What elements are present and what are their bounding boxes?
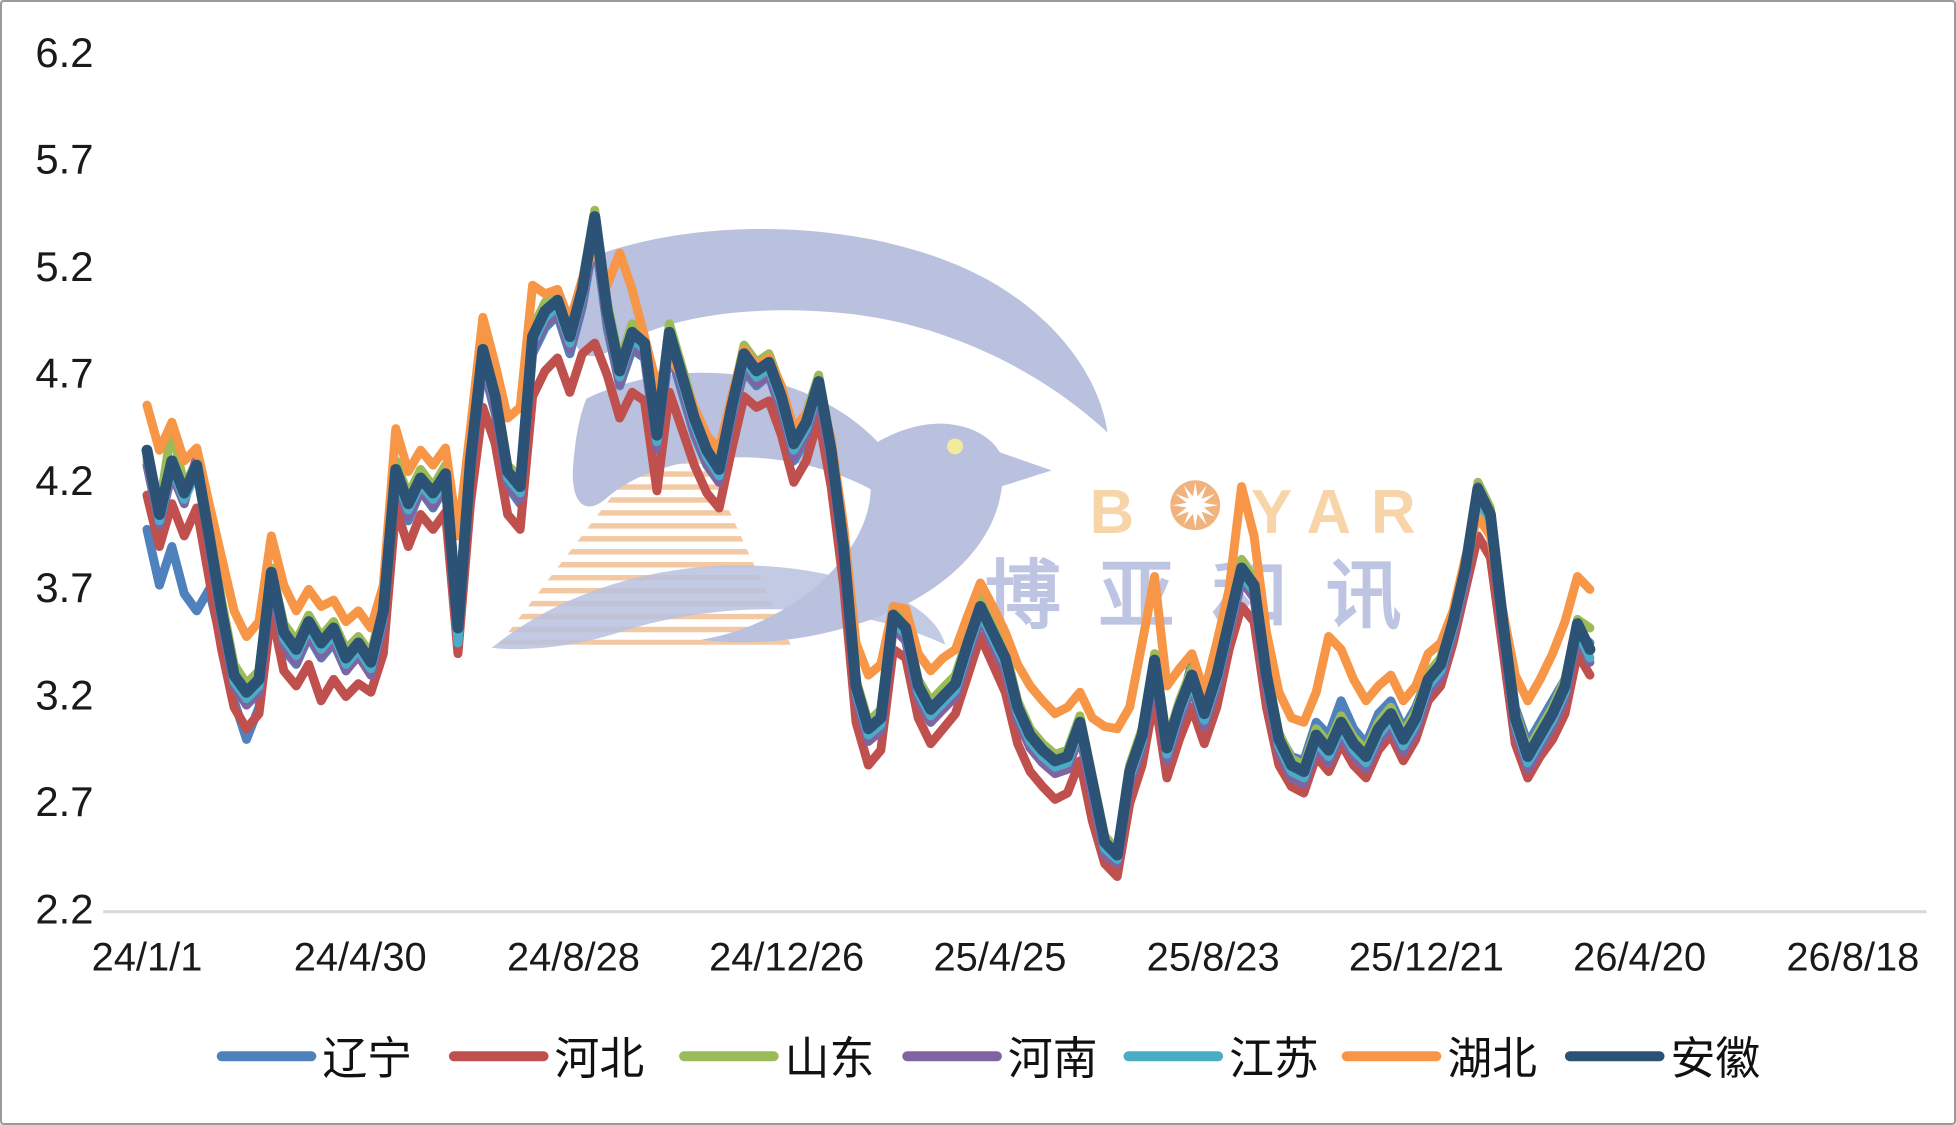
legend-swatch-shandong — [679, 1051, 779, 1062]
x-axis-tick-labels: 24/1/1 24/4/30 24/8/28 24/12/26 25/4/25 … — [92, 936, 1920, 980]
legend-item-hubei: 湖北 — [1341, 1033, 1537, 1084]
legend-label-shandong: 山东 — [785, 1033, 875, 1084]
y-tick-5.7: 5.7 — [35, 135, 93, 182]
legend: 辽宁 河北 山东 河南 江苏 湖北 安徽 — [216, 1033, 1761, 1084]
dove-eye — [947, 438, 964, 455]
legend-swatch-henan — [902, 1051, 1002, 1062]
y-tick-3.2: 3.2 — [35, 671, 93, 718]
legend-swatch-liaoning — [216, 1051, 317, 1062]
legend-swatch-anhui — [1564, 1051, 1665, 1062]
legend-item-jiangsu: 江苏 — [1123, 1033, 1319, 1084]
watermark-boyar-o-starburst — [1170, 480, 1221, 531]
watermark-boyar-b: B — [1090, 478, 1155, 547]
legend-label-hebei: 河北 — [555, 1033, 645, 1084]
legend-label-hubei: 湖北 — [1447, 1033, 1537, 1084]
dove-upper-wing — [573, 229, 1108, 433]
legend-swatch-hubei — [1341, 1051, 1442, 1062]
series-lines-group — [141, 205, 1596, 881]
legend-label-anhui: 安徽 — [1671, 1033, 1761, 1084]
y-tick-4.2: 4.2 — [35, 457, 93, 504]
x-tick-0: 24/1/1 — [92, 936, 203, 980]
x-tick-8: 26/8/18 — [1786, 936, 1919, 980]
watermark-cjk-text: 博亚和讯 — [985, 554, 1439, 639]
y-tick-3.7: 3.7 — [35, 564, 93, 611]
x-tick-1: 24/4/30 — [294, 936, 427, 980]
y-tick-6.2: 6.2 — [35, 29, 93, 76]
y-tick-2.7: 2.7 — [35, 778, 93, 825]
x-tick-6: 25/12/21 — [1349, 936, 1504, 980]
legend-item-henan: 河南 — [902, 1033, 1098, 1084]
y-tick-5.2: 5.2 — [35, 243, 93, 290]
x-tick-4: 25/4/25 — [933, 936, 1066, 980]
watermark-boyar-yar: YAR — [1251, 478, 1436, 547]
legend-item-anhui: 安徽 — [1564, 1033, 1761, 1084]
dove-tail-swoosh — [491, 565, 946, 650]
legend-item-shandong: 山东 — [679, 1033, 874, 1084]
y-tick-4.7: 4.7 — [35, 350, 93, 397]
legend-label-jiangsu: 江苏 — [1229, 1033, 1319, 1084]
series-line-anhui — [141, 211, 1596, 861]
x-tick-3: 24/12/26 — [709, 936, 864, 980]
y-axis-tick-labels: 6.2 5.7 5.2 4.7 4.2 3.7 3.2 2.7 2.2 — [35, 29, 93, 933]
legend-label-henan: 河南 — [1008, 1033, 1098, 1084]
legend-label-liaoning: 辽宁 — [322, 1033, 412, 1084]
y-tick-2.2: 2.2 — [35, 886, 93, 933]
dove-body-head — [700, 423, 1052, 643]
x-tick-7: 26/4/20 — [1573, 936, 1706, 980]
legend-item-hebei: 河北 — [448, 1033, 645, 1084]
legend-swatch-jiangsu — [1123, 1051, 1224, 1062]
x-tick-5: 25/8/23 — [1147, 936, 1280, 980]
legend-item-liaoning: 辽宁 — [216, 1033, 412, 1084]
x-tick-2: 24/8/28 — [507, 936, 640, 980]
legend-swatch-hebei — [448, 1051, 549, 1062]
